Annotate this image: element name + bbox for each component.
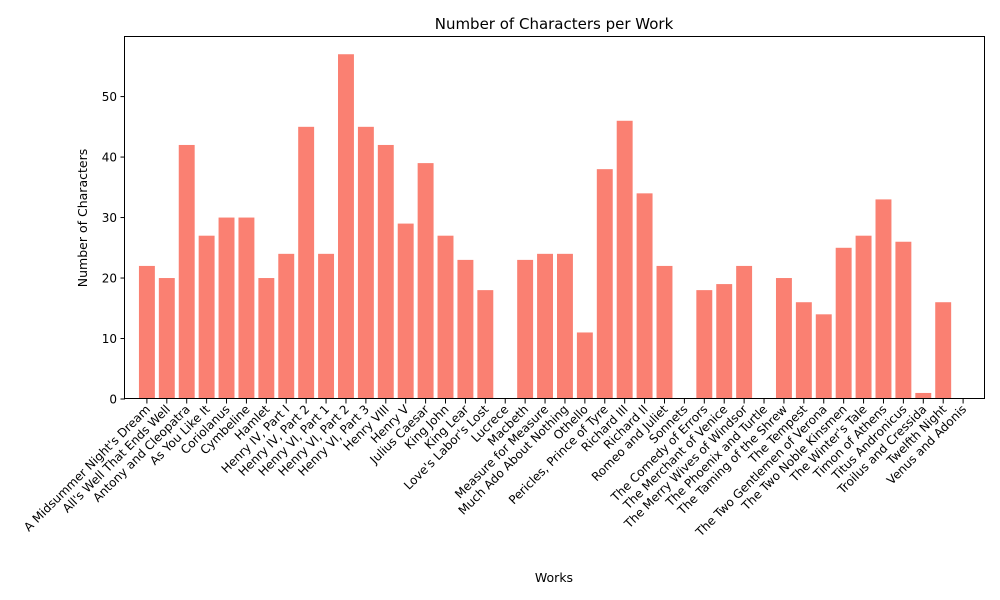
bar [437,235,454,399]
bar [258,278,275,399]
bar [855,235,872,399]
bar [377,144,394,399]
y-axis: 0 10 20 30 40 50 [102,90,125,406]
bar [218,217,235,399]
bar [656,265,673,399]
bar [736,265,753,399]
bar [795,302,812,399]
bar [158,278,175,399]
y-tick-label: 0 [109,392,117,406]
bar [338,54,354,400]
bar [696,290,713,399]
bar [835,247,852,399]
bar [895,241,912,399]
bar [457,259,474,399]
bar [138,265,155,399]
bar [576,332,593,399]
bar [716,284,733,399]
y-axis-label: Number of Characters [75,149,90,287]
y-tick-label: 10 [102,332,117,346]
y-tick-label: 30 [102,211,117,225]
bar [397,223,414,399]
bar [537,253,554,399]
bar [198,235,215,399]
bar [318,253,335,399]
bar [477,290,494,399]
bar [238,217,255,399]
bar [815,314,832,399]
bar [298,126,315,399]
chart-title: Number of Characters per Work [435,15,674,33]
bar [636,193,653,399]
bar [357,126,374,399]
bar [278,253,295,399]
bar [417,163,434,399]
bars [138,54,952,400]
bar [935,302,952,399]
x-axis-label: Works [535,570,573,585]
y-tick-label: 40 [102,150,117,164]
y-tick-label: 50 [102,90,117,104]
bar [915,392,932,399]
bar [517,259,534,399]
bar [775,278,792,399]
bar [556,253,573,399]
bar [875,199,892,399]
bar [596,169,613,399]
bar [178,144,195,399]
y-tick-label: 20 [102,271,117,285]
plot-frame [124,36,985,399]
bar [616,120,633,400]
